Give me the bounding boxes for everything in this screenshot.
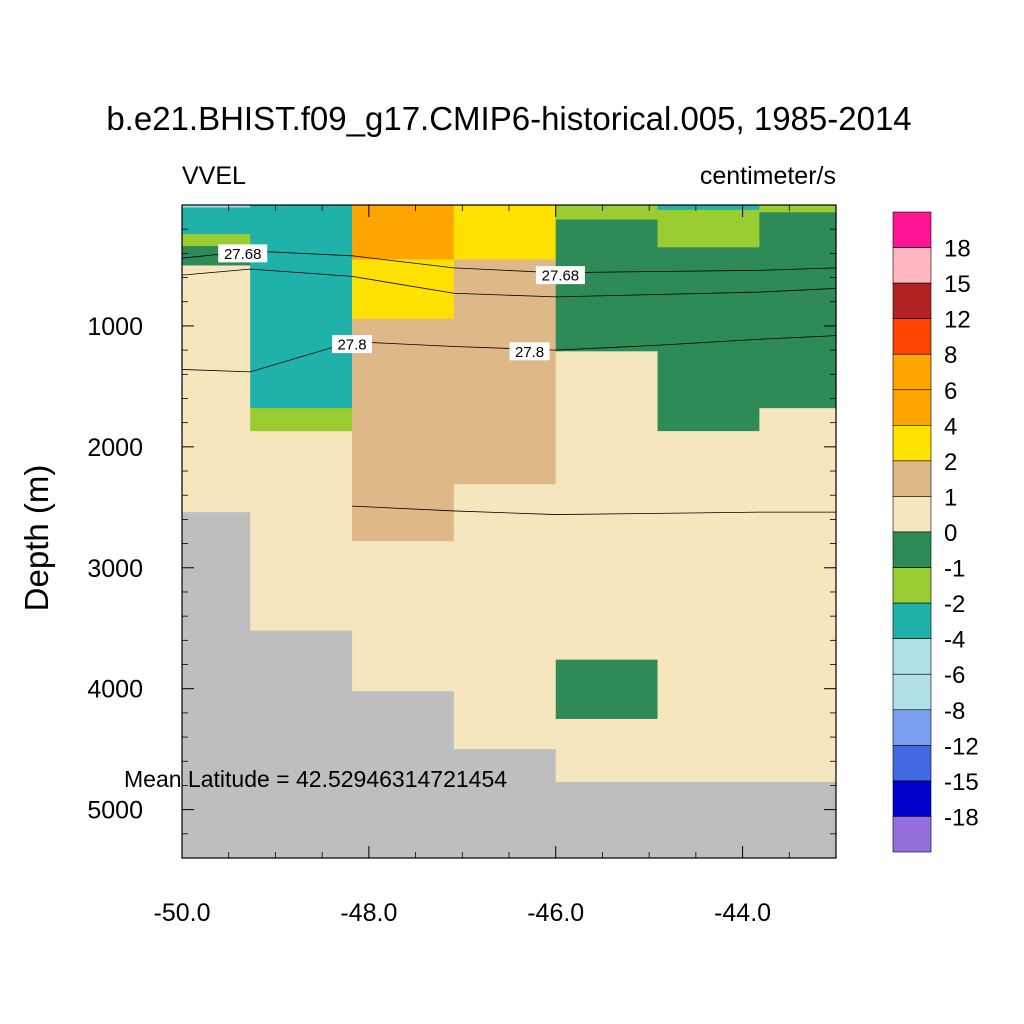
- y-axis-label: Depth (m): [18, 465, 55, 612]
- axis-ticks: -50.0 -48.0 -46.0 -44.0 1000 2000 3000 4000 5000: [87, 205, 837, 927]
- contour-label: 27.8: [515, 344, 544, 361]
- heatmap-cell: [759, 205, 837, 213]
- colorbar: 18 15 12 8 6 4 2 1 0 -1 -2 -4 -6 -8 -12 -15 -18: [892, 211, 979, 853]
- contour-label: 27.68: [224, 246, 262, 263]
- contour-line: [181, 335, 837, 373]
- heatmap-cell: [759, 408, 837, 783]
- heatmap-cell: [453, 205, 557, 261]
- y-tick-label: 5000: [87, 797, 143, 825]
- colorbar-label: 1: [944, 484, 957, 511]
- contour-line: [352, 505, 836, 515]
- heatmap-cell: [555, 659, 659, 720]
- heatmap-cell: [453, 749, 557, 859]
- colorbar-swatch: [892, 709, 932, 746]
- colorbar-label: 2: [944, 449, 957, 476]
- y-tick-label: 1000: [87, 313, 143, 341]
- contour-label-box: [509, 342, 550, 361]
- heatmap-cell: [657, 781, 760, 859]
- colorbar-swatch: [892, 282, 932, 319]
- colorbar-label: -6: [944, 662, 965, 689]
- heatmap-cell: [657, 209, 760, 248]
- y-tick-label: 2000: [87, 434, 143, 462]
- heatmap-cell: [352, 691, 455, 859]
- heatmap-cell: [555, 205, 659, 221]
- heatmap-cell: [182, 512, 251, 859]
- colorbar-swatch: [892, 211, 932, 248]
- contour-label: 27.68: [542, 268, 580, 285]
- heatmap-cell: [182, 205, 251, 209]
- heatmap-cell: [352, 205, 455, 261]
- colorbar-swatch: [892, 745, 932, 782]
- colorbar-swatch: [892, 353, 932, 391]
- heatmap-cell: [759, 212, 837, 409]
- colorbar-label: -2: [944, 591, 965, 618]
- colorbar-label: 4: [944, 413, 957, 440]
- heatmap-cell: [182, 265, 251, 513]
- heatmap-cell: [555, 718, 659, 783]
- heatmap-cell: [182, 207, 251, 235]
- contour-line: [181, 268, 837, 298]
- heatmap-cell: [657, 247, 760, 432]
- contour-label-box: [332, 335, 373, 354]
- colorbar-swatch: [892, 389, 932, 426]
- colorbar-label: 8: [944, 342, 957, 369]
- colorbar-label: -12: [944, 733, 979, 760]
- heatmap-cell: [555, 351, 659, 661]
- heatmap-cell: [657, 205, 760, 211]
- x-tick-label: -48.0: [340, 899, 397, 927]
- colorbar-label: -1: [944, 556, 965, 583]
- heatmap-cell: [250, 630, 353, 859]
- heatmap-cells: [182, 205, 837, 859]
- heatmap-cell: [352, 318, 455, 542]
- colorbar-label: 6: [944, 378, 957, 405]
- colorbar-swatch: [892, 460, 932, 497]
- colorbar-swatch: [892, 567, 932, 604]
- contour-label: 27.8: [337, 337, 366, 354]
- colorbar-label: -4: [944, 627, 965, 654]
- heatmap-cell: [250, 205, 353, 409]
- heatmap-cell: [182, 234, 251, 247]
- colorbar-swatch: [892, 638, 932, 675]
- heatmap-cell: [250, 408, 353, 432]
- colorbar-swatch: [892, 816, 932, 853]
- colorbar-label: -15: [944, 769, 979, 796]
- x-tick-label: -44.0: [714, 899, 771, 927]
- heatmap-cell: [453, 385, 557, 485]
- colorbar-swatch: [892, 673, 932, 711]
- contour-label-box: [218, 244, 268, 263]
- colorbar-label: 15: [944, 271, 971, 298]
- colorbar-label: -18: [944, 804, 979, 831]
- heatmap-cell: [453, 484, 557, 750]
- heatmap-cell: [555, 781, 659, 859]
- heatmap-cell: [352, 259, 455, 320]
- x-tick-label: -46.0: [527, 899, 584, 927]
- colorbar-label: -8: [944, 698, 965, 725]
- contour-labels: 27.68 27.68 27.8 27.8: [218, 244, 585, 361]
- colorbar-label: 0: [944, 520, 957, 547]
- units-label: centimeter/s: [700, 162, 836, 190]
- x-tick-label: -50.0: [154, 899, 211, 927]
- colorbar-swatch: [892, 425, 932, 462]
- heatmap-cell: [657, 431, 760, 783]
- variable-label: VVEL: [182, 162, 246, 190]
- colorbar-label: 18: [944, 236, 971, 263]
- contour-label-box: [535, 266, 585, 285]
- heatmap-cell: [250, 431, 353, 632]
- mean-latitude-annotation: Mean Latitude = 42.52946314721454: [124, 766, 507, 792]
- heatmap-cell: [352, 541, 455, 692]
- y-tick-label: 3000: [87, 555, 143, 583]
- colorbar-swatch: [892, 531, 932, 568]
- colorbar-label: 12: [944, 307, 971, 334]
- colorbar-swatch: [892, 318, 932, 355]
- colorbar-swatch: [892, 780, 932, 817]
- heatmap-cell: [555, 219, 659, 352]
- colorbar-swatch: [892, 602, 932, 639]
- chart-title: b.e21.BHIST.f09_g17.CMIP6-historical.005…: [106, 100, 911, 137]
- heatmap-cell: [759, 781, 837, 859]
- y-tick-label: 4000: [87, 676, 143, 704]
- colorbar-swatch: [892, 247, 932, 284]
- colorbar-swatch: [892, 496, 932, 533]
